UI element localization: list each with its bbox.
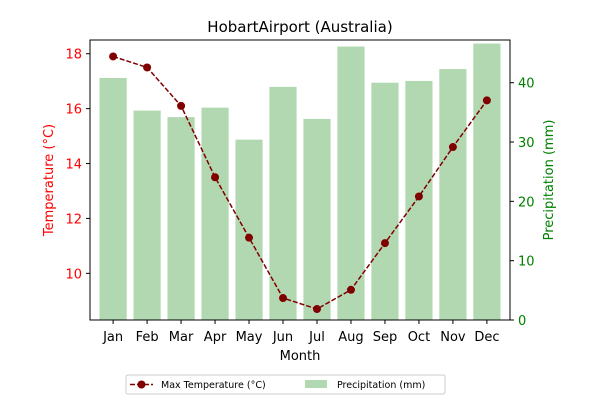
precipitation-bar-sep	[371, 82, 399, 321]
y-left-tick-label-12: 12	[65, 212, 82, 227]
y-right-tick-label-40: 40	[518, 77, 535, 92]
chart-title: HobartAirport (Australia)	[207, 18, 392, 36]
x-tick-label-oct: Oct	[408, 330, 430, 345]
precipitation-bar-jun	[269, 86, 297, 320]
x-tick-label-jun: Jun	[272, 330, 293, 345]
precipitation-bar-nov	[439, 69, 467, 320]
temperature-point-dec	[482, 96, 491, 105]
x-tick-label-jan: Jan	[102, 330, 123, 345]
line-layer	[109, 52, 491, 314]
bars-layer	[99, 43, 501, 321]
temperature-point-mar	[177, 101, 186, 110]
temperature-point-apr	[211, 173, 220, 182]
precipitation-bar-mar	[167, 117, 195, 321]
legend-bar-swatch	[305, 380, 327, 388]
x-axis-label: Month	[280, 349, 321, 364]
precipitation-bar-apr	[201, 107, 229, 320]
temperature-point-nov	[448, 143, 457, 152]
y-axis-right-label: Precipitation (mm)	[542, 120, 557, 241]
temperature-point-jul	[312, 305, 321, 314]
x-tick-label-sep: Sep	[373, 330, 398, 345]
y-axis-left: 10 12 14 16 18	[65, 48, 90, 282]
precipitation-bar-jan	[99, 77, 127, 320]
legend: Max Temperature (°C) Precipitation (mm)	[125, 374, 446, 395]
y-right-tick-label-10: 10	[518, 255, 535, 270]
x-tick-label-dec: Dec	[474, 330, 499, 345]
x-tick-label-nov: Nov	[440, 330, 466, 345]
precipitation-bar-jul	[303, 118, 331, 321]
precipitation-bar-dec	[473, 43, 501, 321]
y-right-tick-label-20: 20	[518, 195, 535, 210]
y-left-tick-label-10: 10	[65, 267, 82, 282]
x-axis: Jan Feb Mar Apr May Jun Jul Aug Sep Oct Nov Dec	[102, 320, 499, 345]
y-right-tick-label-30: 30	[518, 136, 535, 151]
x-tick-label-mar: Mar	[169, 330, 194, 345]
legend-label-temperature: Max Temperature (°C)	[161, 380, 266, 391]
y-left-tick-label-18: 18	[65, 48, 82, 63]
y-axis-right: 0 10 20 30 40	[510, 77, 535, 329]
temperature-point-oct	[414, 192, 423, 201]
legend-line-dot	[137, 380, 146, 389]
plot-frame	[89, 39, 511, 321]
legend-frame	[125, 374, 446, 395]
precipitation-bar-feb	[133, 110, 161, 320]
temperature-line	[112, 55, 488, 310]
temperature-point-jan	[109, 52, 118, 61]
x-tick-label-aug: Aug	[338, 330, 363, 345]
y-axis-left-label: Temperature (°C)	[42, 124, 57, 237]
y-left-tick-label-16: 16	[65, 103, 82, 118]
x-tick-label-apr: Apr	[204, 330, 227, 345]
y-left-tick-label-14: 14	[65, 158, 82, 173]
precipitation-bar-aug	[337, 46, 365, 320]
temperature-point-feb	[143, 63, 152, 72]
legend-label-precipitation: Precipitation (mm)	[337, 380, 425, 391]
precipitation-bar-may	[235, 139, 263, 320]
x-tick-label-jul: Jul	[308, 330, 325, 345]
temperature-point-jun	[279, 294, 288, 303]
temperature-point-sep	[380, 239, 389, 248]
temperature-point-may	[245, 233, 254, 242]
x-tick-label-may: May	[236, 330, 263, 345]
temperature-point-aug	[346, 285, 355, 294]
x-tick-label-feb: Feb	[136, 330, 159, 345]
y-right-tick-label-0: 0	[518, 314, 526, 329]
